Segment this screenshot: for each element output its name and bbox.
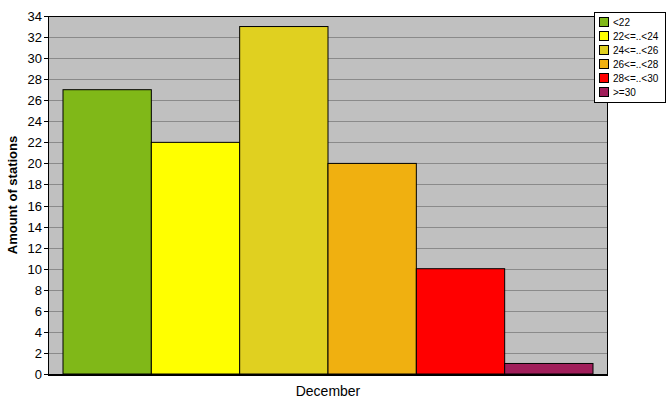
tick-mark <box>44 332 48 333</box>
y-axis-label: Amount of stations <box>5 136 20 254</box>
legend-swatch <box>600 46 609 55</box>
tick-mark <box>44 353 48 354</box>
tick-mark <box>44 100 48 101</box>
bar <box>328 163 416 374</box>
tick-label: 4 <box>35 325 42 340</box>
tick-mark <box>44 206 48 207</box>
tick-mark <box>44 311 48 312</box>
bar <box>63 90 151 374</box>
tick-label: 30 <box>28 51 42 66</box>
grid-line <box>48 374 608 375</box>
tick-mark <box>44 16 48 17</box>
legend-swatch <box>600 32 609 41</box>
tick-label: 10 <box>28 262 42 277</box>
tick-label: 14 <box>28 220 42 235</box>
bar <box>151 142 239 374</box>
tick-label: 8 <box>35 283 42 298</box>
legend-swatch <box>600 88 609 97</box>
tick-label: 26 <box>28 93 42 108</box>
legend-swatch <box>600 74 609 83</box>
bar <box>240 27 328 374</box>
tick-mark <box>44 142 48 143</box>
tick-mark <box>44 37 48 38</box>
tick-mark <box>44 58 48 59</box>
plot-area <box>48 16 608 374</box>
legend-label: 28<=..<30 <box>613 73 659 84</box>
category-label: December <box>296 383 361 399</box>
legend: <22 22<=..<24 24<=..<26 26<=..<28 28<=..<30 >… <box>595 13 666 103</box>
grid <box>48 17 608 375</box>
legend-label: 22<=..<24 <box>613 31 659 42</box>
tick-mark <box>44 184 48 185</box>
tick-mark <box>44 121 48 122</box>
bars <box>63 27 593 374</box>
plot-frame <box>49 17 608 375</box>
legend-label: >=30 <box>613 87 636 98</box>
legend-swatch <box>600 60 609 69</box>
tick-mark <box>44 248 48 249</box>
tick-label: 12 <box>28 241 42 256</box>
chart: 0246810121416182022242628303234DecemberA… <box>0 0 667 415</box>
tick-label: 18 <box>28 177 42 192</box>
tick-label: 32 <box>28 30 42 45</box>
legend-label: 26<=..<28 <box>613 59 659 70</box>
tick-label: 22 <box>28 135 42 150</box>
legend-swatch <box>600 18 609 27</box>
tick-mark <box>44 269 48 270</box>
tick-mark <box>44 290 48 291</box>
tick-label: 16 <box>28 199 42 214</box>
tick-mark <box>44 163 48 164</box>
tick-label: 6 <box>35 304 42 319</box>
tick-mark <box>44 79 48 80</box>
tick-label: 24 <box>28 114 42 129</box>
tick-mark <box>44 374 48 375</box>
bar <box>416 269 504 374</box>
tick-mark <box>44 227 48 228</box>
tick-label: 2 <box>35 346 42 361</box>
tick-label: 0 <box>35 367 42 382</box>
legend-label: 24<=..<26 <box>613 45 659 56</box>
tick-label: 20 <box>28 156 42 171</box>
tick-label: 28 <box>28 72 42 87</box>
legend-label: <22 <box>613 17 630 28</box>
tick-label: 34 <box>28 9 42 24</box>
legend-box <box>595 13 666 103</box>
x-axis <box>48 374 608 376</box>
bar <box>505 363 593 374</box>
